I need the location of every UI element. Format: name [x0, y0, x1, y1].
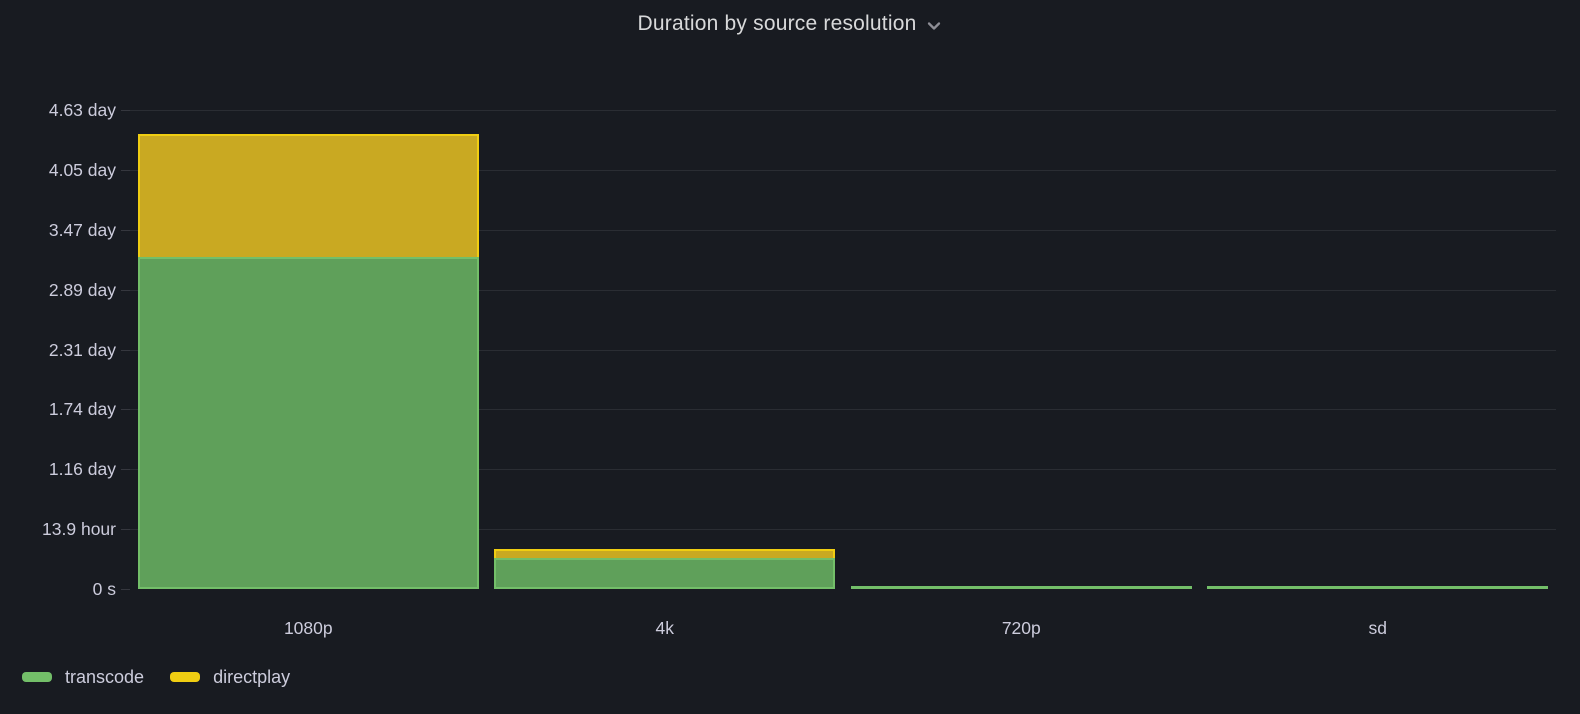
y-axis-label: 3.47 day [48, 219, 116, 240]
y-axis-label: 13.9 hour [42, 519, 116, 540]
y-axis-tick [121, 469, 130, 471]
y-gridline [130, 110, 1556, 111]
y-axis-tick [121, 289, 130, 291]
y-axis-tick [121, 529, 130, 531]
y-gridline [130, 349, 1556, 351]
bar-1080p-directplay[interactable] [137, 134, 479, 258]
legend-item-directplay[interactable]: directplay [170, 665, 290, 689]
x-axis-label: 4k [655, 618, 675, 638]
x-axis-label: 720p [1001, 618, 1041, 638]
y-axis-label: 4.05 day [48, 159, 116, 180]
y-axis-tick [121, 409, 130, 411]
y-gridline [130, 469, 1556, 471]
y-gridline [130, 289, 1556, 291]
y-gridline [130, 169, 1556, 171]
chevron-down-icon[interactable] [926, 18, 942, 34]
legend-item-transcode[interactable]: transcode [22, 665, 144, 689]
bar-1080p-transcode[interactable] [137, 257, 479, 589]
bar-sd-transcode[interactable] [1207, 586, 1549, 589]
y-axis-label: 2.31 day [48, 339, 116, 360]
directplay-series-swatch [170, 672, 201, 682]
chart-legend: transcode directplay [22, 665, 290, 689]
bar-4k-transcode[interactable] [494, 557, 836, 589]
bar-4k-directplay[interactable] [494, 548, 836, 558]
y-axis-tick [121, 169, 130, 171]
panel-header[interactable]: Duration by source resolution [0, 0, 1580, 48]
y-axis-tick [121, 349, 130, 351]
panel-title: Duration by source resolution [637, 12, 917, 35]
y-axis-tick [121, 589, 130, 590]
legend-label: directplay [213, 667, 291, 687]
y-axis-tick [121, 110, 130, 111]
legend-label: transcode [65, 667, 145, 687]
transcode-series-swatch [22, 672, 52, 682]
y-axis-label: 0 s [92, 579, 116, 599]
bar-720p-transcode[interactable] [850, 586, 1192, 589]
y-axis-label: 2.89 day [48, 279, 116, 300]
y-gridline [130, 229, 1556, 231]
y-axis-label: 1.16 day [48, 459, 116, 480]
y-axis-label: 4.63 day [48, 100, 116, 120]
y-gridline [130, 529, 1556, 531]
y-axis-tick [121, 229, 130, 231]
x-axis-label: 1080p [283, 618, 333, 638]
y-gridline [130, 409, 1556, 411]
y-axis-label: 1.74 day [48, 399, 116, 420]
x-axis-label: sd [1368, 618, 1388, 638]
